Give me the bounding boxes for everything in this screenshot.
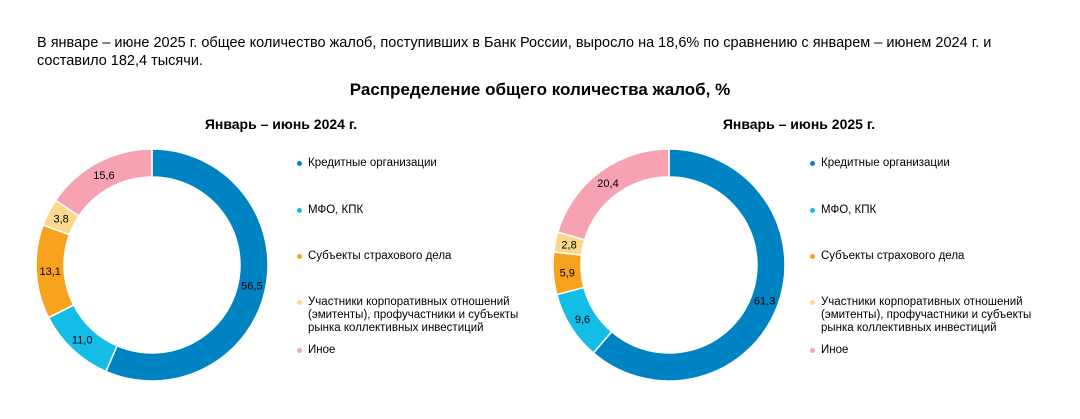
chart-subtitle-2025: Январь – июнь 2025 г.: [722, 116, 876, 132]
y2025-legend-item-1: МФО, КПК: [810, 204, 1060, 217]
y2024-data-label-2: 13,1: [39, 266, 60, 278]
y2024-slice-0: [104, 148, 269, 382]
donut-chart-2025: 61,3 9,6 5,9 2,8 20,4: [552, 148, 786, 382]
y2025-legend-item-2: Субъекты страхового дела: [810, 250, 1060, 263]
y2025-data-label-1: 9,6: [575, 314, 590, 326]
y2024-legend-marker-3: [297, 300, 302, 305]
y2024-legend-label-1: МФО, КПК: [308, 204, 364, 216]
y2024-data-label-3: 3,8: [53, 214, 68, 226]
y2024-slice-4: [54, 148, 153, 218]
y2025-data-label-4: 20,4: [597, 178, 618, 190]
y2025-legend-marker-1: [810, 208, 815, 213]
y2025-legend-label-1: МФО, КПК: [821, 204, 877, 216]
y2024-legend-label-0: Кредитные организации: [308, 157, 437, 169]
y2025-legend-marker-4: [810, 348, 815, 353]
intro-text: В январе – июне 2025 г. общее количество…: [37, 35, 992, 69]
y2025-legend-marker-0: [810, 161, 815, 166]
y2025-data-label-2: 5,9: [560, 267, 575, 279]
y2024-legend-marker-0: [297, 161, 302, 166]
y2024-legend-label-3: Участники корпоративных отношений (эмите…: [308, 296, 519, 334]
chart-title: Распределение общего количества жалоб, %: [349, 80, 731, 99]
y2024-data-label-4: 15,6: [93, 170, 114, 182]
y2024-legend-item-2: Субъекты страхового дела: [297, 250, 547, 263]
y2024-legend-item-4: Иное: [297, 344, 547, 357]
y2025-legend-item-0: Кредитные организации: [810, 157, 1060, 170]
y2025-legend-label-4: Иное: [821, 344, 849, 356]
y2025-legend-marker-3: [810, 300, 815, 305]
y2024-legend-label-4: Иное: [308, 344, 336, 356]
chart-subtitle-2024: Январь – июнь 2024 г.: [204, 116, 358, 132]
y2024-legend-item-0: Кредитные организации: [297, 157, 547, 170]
y2024-legend-item-1: МФО, КПК: [297, 204, 547, 217]
y2025-legend-marker-2: [810, 254, 815, 259]
y2025-legend-label-2: Субъекты страхового дела: [821, 250, 965, 262]
y2025-legend-label-0: Кредитные организации: [821, 157, 950, 169]
y2024-legend-marker-2: [297, 254, 302, 259]
donut-chart-2024: 56,5 11,0 13,1 3,8 15,6: [35, 148, 269, 382]
y2024-legend-label-2: Субъекты страхового дела: [308, 250, 452, 262]
y2024-data-label-0: 56,5: [241, 281, 262, 293]
y2025-legend-item-4: Иное: [810, 344, 1060, 357]
y2025-slice-4: [556, 148, 670, 241]
y2024-legend-marker-4: [297, 348, 302, 353]
y2025-data-label-3: 2,8: [561, 240, 576, 252]
y2025-slice-0: [592, 148, 786, 382]
y2024-data-label-1: 11,0: [72, 334, 93, 346]
y2025-data-label-0: 61,3: [754, 295, 775, 307]
y2024-legend-item-3: Участники корпоративных отношений (эмите…: [297, 296, 547, 335]
y2025-legend-item-3: Участники корпоративных отношений (эмите…: [810, 296, 1060, 335]
y2025-legend-label-3: Участники корпоративных отношений (эмите…: [821, 296, 1032, 334]
y2024-legend-marker-1: [297, 208, 302, 213]
